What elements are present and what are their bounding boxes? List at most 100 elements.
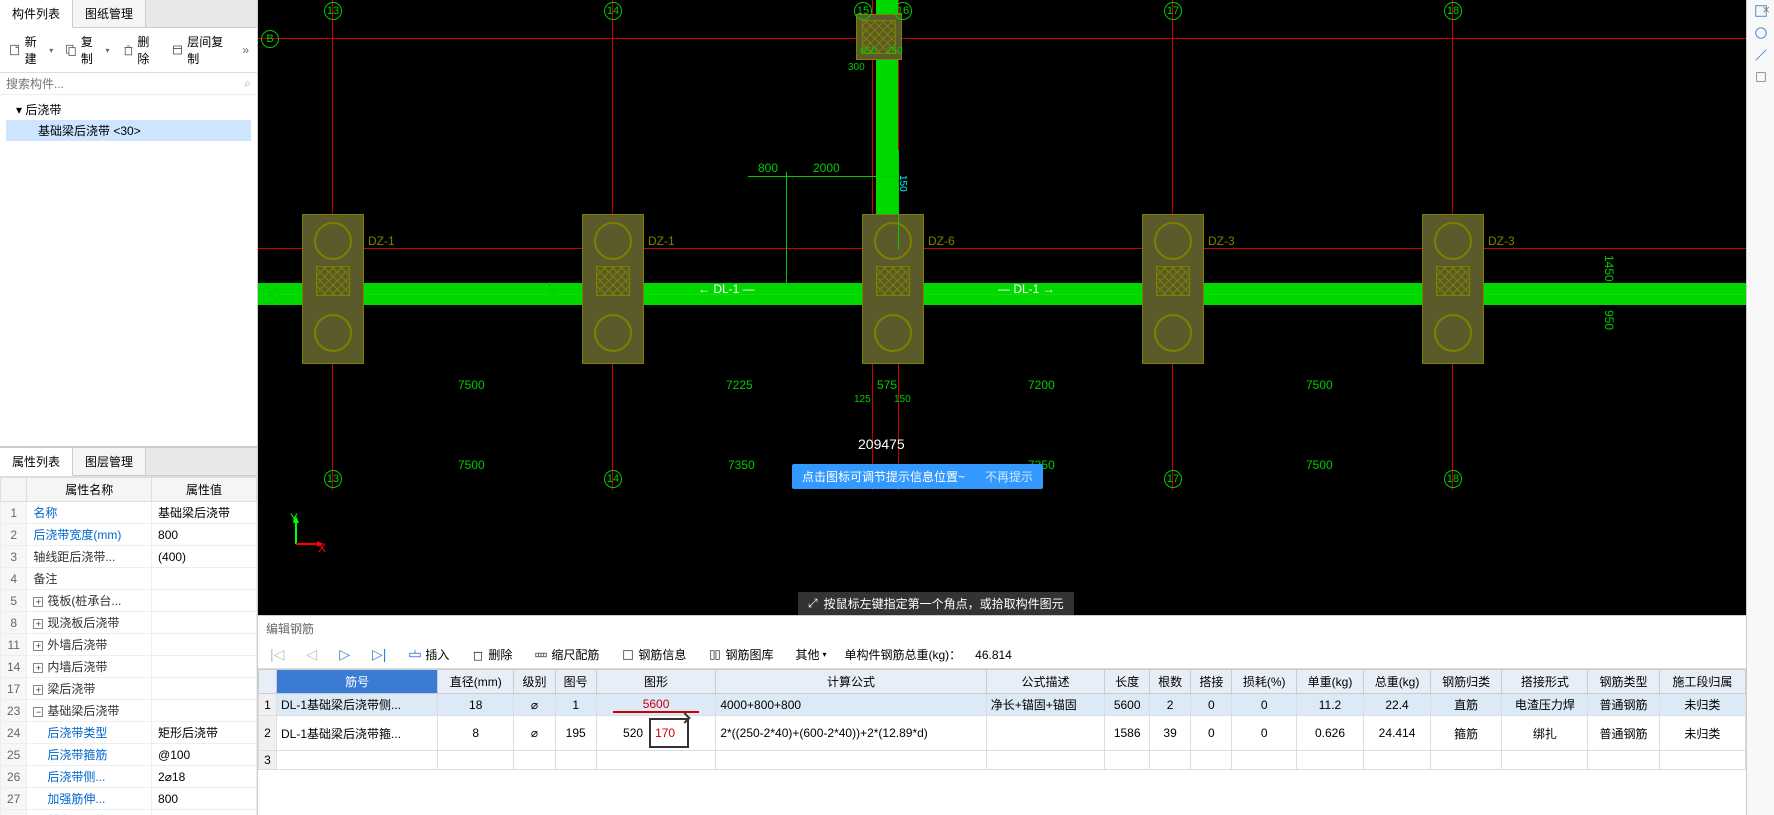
axis-label: 13 [324,2,342,20]
rebar-row[interactable]: 2 DL-1基础梁后浇带箍...8⌀195 520170 2*((250-2*4… [259,716,1746,751]
rebar-col-header[interactable]: 搭接形式 [1502,670,1588,694]
close-icon[interactable]: × [1762,2,1770,17]
left-panel: 构件列表 图纸管理 新建 ▾ 复制 ▾ 删除 层间复制 » [0,0,258,815]
new-button[interactable]: 新建 ▾ [4,31,58,69]
property-row[interactable]: 23−基础梁后浇带 [1,700,257,722]
insert-icon [408,648,422,662]
tab-properties[interactable]: 属性列表 [0,448,73,476]
rebar-col-header[interactable]: 损耗(%) [1232,670,1297,694]
summary-value: 46.814 [975,648,1012,662]
rebar-row-empty[interactable]: 3 [259,751,1746,770]
column-circle [594,314,632,352]
gridline-b [258,38,1746,39]
tool-icon[interactable] [1754,26,1768,40]
property-table: 属性名称 属性值 1名称基础梁后浇带2后浇带宽度(mm)8003轴线距后浇带..… [0,476,257,815]
rebar-col-header[interactable]: 筋号 [277,670,438,694]
col-name: 属性名称 [27,478,152,502]
property-row[interactable]: 1名称基础梁后浇带 [1,502,257,524]
gridline [258,248,1746,249]
lib-button[interactable]: 钢筋图库 [704,644,777,665]
dl-label: ← DL-1 — [698,282,755,296]
nav-first-icon[interactable]: |◁ [266,646,288,663]
axis-label: 14 [604,470,622,488]
axis-label: 15 [854,2,872,20]
dim-line [748,176,898,177]
status-hint: ⤢ 按鼠标左键指定第一个角点，或拾取构件图元 [798,592,1074,615]
property-row[interactable]: 27加强筋伸...800 [1,788,257,810]
rebar-col-header[interactable]: 搭接 [1191,670,1232,694]
property-row[interactable]: 28其它加强筋 [1,810,257,815]
rebar-col-header[interactable]: 钢筋归类 [1431,670,1502,694]
search-box: ⌕ [0,73,257,95]
copy-label: 复制 [81,33,103,67]
drawing-canvas[interactable]: DZ-1 DZ-1 DZ-6 DZ-3 DZ-3 ← DL-1 — — DL-1… [258,0,1746,615]
property-row[interactable]: 14+内墙后浇带 [1,656,257,678]
property-row[interactable]: 2后浇带宽度(mm)800 [1,524,257,546]
tab-drawing-mgmt[interactable]: 图纸管理 [73,0,146,27]
column-circle [874,222,912,260]
other-button[interactable]: 其他 ▾ [791,644,830,665]
rebar-col-header[interactable]: 计算公式 [716,670,986,694]
tool-icon[interactable] [1754,48,1768,62]
tree-child[interactable]: 基础梁后浇带 <30> [6,120,251,141]
rebar-col-header[interactable]: 图号 [555,670,596,694]
axis-label: 18 [1444,470,1462,488]
tab-component-list[interactable]: 构件列表 [0,0,73,28]
rebar-col-header[interactable]: 直径(mm) [438,670,514,694]
nav-last-icon[interactable]: ▷| [368,646,390,663]
rebar-col-header[interactable]: 总重(kg) [1364,670,1431,694]
column-circle [1154,314,1192,352]
dim-text: 250 [886,46,903,57]
main-panel: DZ-1 DZ-1 DZ-6 DZ-3 DZ-3 ← DL-1 — — DL-1… [258,0,1746,815]
rebar-col-header[interactable]: 施工段归属 [1659,670,1745,694]
column-circle [314,222,352,260]
search-input[interactable] [6,77,244,91]
info-button[interactable]: 钢筋信息 [617,644,690,665]
scale-button[interactable]: 缩尺配筋 [530,644,603,665]
more-icon[interactable]: » [238,43,253,57]
rebar-row[interactable]: 1 DL-1基础梁后浇带侧...18⌀1 5600 4000+800+800净长… [259,694,1746,716]
delete-icon [122,43,135,57]
nav-prev-icon[interactable]: ◁ [302,646,321,663]
dim-text: 250 [546,282,557,299]
property-row[interactable]: 17+梁后浇带 [1,678,257,700]
tool-icon[interactable] [1754,70,1768,84]
dim-text: 125 [854,394,871,405]
property-row[interactable]: 26后浇带侧...2⌀18 [1,766,257,788]
dim-text: 2000 [813,161,840,175]
rebar-col-header[interactable]: 根数 [1149,670,1190,694]
property-row[interactable]: 11+外墙后浇带 [1,634,257,656]
rebar-col-header[interactable]: 图形 [596,670,716,694]
rebar-col-header[interactable]: 钢筋类型 [1588,670,1659,694]
layer-copy-button[interactable]: 层间复制 [166,31,236,69]
rebar-col-header[interactable]: 单重(kg) [1296,670,1363,694]
rebar-col-header[interactable]: 长度 [1105,670,1150,694]
copy-button[interactable]: 复制 ▾ [60,31,114,69]
property-row[interactable]: 8+现浇板后浇带 [1,612,257,634]
property-row[interactable]: 4备注 [1,568,257,590]
layer-copy-icon [171,43,184,57]
property-tabs: 属性列表 图层管理 [0,448,257,476]
tooltip-dismiss[interactable]: 不再提示 [985,468,1033,485]
search-icon[interactable]: ⌕ [244,76,251,91]
svg-text:Y: Y [290,512,298,525]
rebar-col-header[interactable]: 公式描述 [986,670,1105,694]
dim-text: 1450 [1602,255,1616,282]
tree-root[interactable]: ▾ 后浇带 [6,99,251,120]
tab-layers[interactable]: 图层管理 [73,448,146,475]
property-row[interactable]: 5+筏板(桩承台... [1,590,257,612]
property-row[interactable]: 25后浇带箍筋@100 [1,744,257,766]
column-circle [1434,314,1472,352]
rebar-col-header[interactable]: 级别 [514,670,555,694]
ruler-icon [534,648,548,662]
column-circle [874,314,912,352]
dim-text: 650 [860,46,877,57]
rebar-delete-button[interactable]: 删除 [467,644,516,665]
delete-button[interactable]: 删除 [117,31,165,69]
property-row[interactable]: 24后浇带类型矩形后浇带 [1,722,257,744]
insert-button[interactable]: 插入 [404,644,453,665]
column-hatch [596,266,630,296]
nav-next-icon[interactable]: ▷ [335,646,354,663]
component-tree: ▾ 后浇带 基础梁后浇带 <30> [0,95,257,446]
property-row[interactable]: 3轴线距后浇带...(400) [1,546,257,568]
